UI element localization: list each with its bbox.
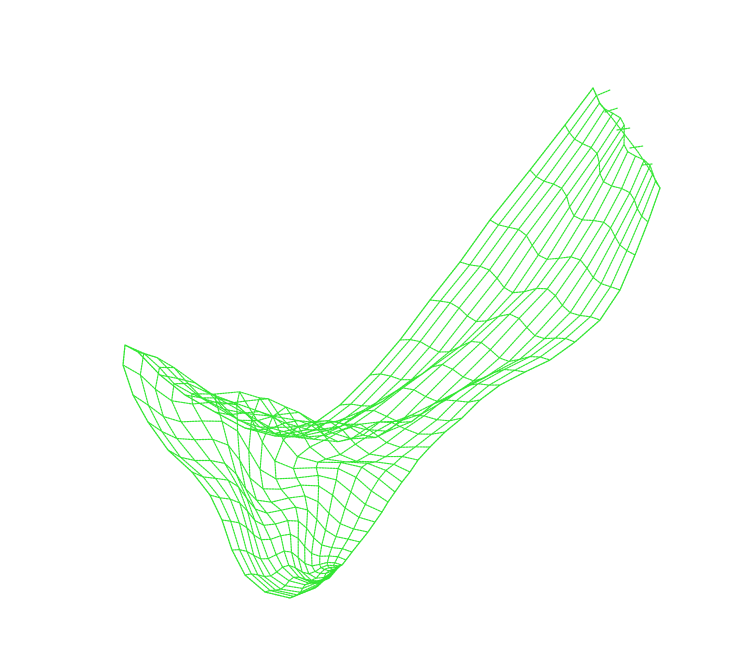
mesh-edge: [339, 187, 661, 567]
mesh-edge: [326, 172, 654, 570]
mesh-edge: [399, 339, 551, 362]
mesh-edge: [604, 107, 619, 113]
mesh-edge: [248, 134, 625, 584]
mesh-edge: [274, 151, 629, 583]
mesh-edge: [641, 163, 653, 166]
mesh-edge: [171, 108, 606, 593]
mesh-edge: [333, 180, 657, 569]
mesh-edge: [214, 117, 621, 586]
mesh-edge: [529, 169, 636, 256]
mesh-edge: [459, 261, 601, 321]
mesh-edge: [124, 344, 396, 493]
mesh-edge: [167, 449, 369, 533]
mesh-edge: [592, 87, 661, 189]
foot-wireframe-mesh: [122, 87, 661, 599]
mesh-edge: [132, 394, 383, 513]
mesh-edge: [244, 564, 341, 578]
mesh-edge: [139, 94, 598, 597]
mesh-edge: [259, 143, 625, 584]
mesh-edge: [304, 399, 481, 431]
mesh-edge: [339, 383, 501, 407]
mesh-edge: [122, 87, 594, 599]
mesh-edge: [209, 494, 353, 553]
mesh-edge: [137, 351, 403, 483]
mesh-edge: [274, 414, 463, 439]
mesh-edge: [339, 187, 661, 567]
mesh-edge: [122, 87, 594, 599]
mesh-edge: [292, 155, 637, 579]
mesh-edge: [191, 471, 361, 543]
mesh-edge: [236, 124, 625, 584]
mesh-edge: [154, 102, 601, 596]
mesh-edge: [319, 165, 651, 572]
mesh-edge: [629, 145, 644, 149]
mesh-edge: [231, 549, 343, 567]
mesh-edge: [597, 89, 611, 96]
mesh-edge: [147, 421, 376, 523]
mesh-edge: [489, 219, 621, 291]
mesh-edge: [311, 159, 645, 575]
mesh-edge: [221, 519, 347, 561]
mesh-edge: [564, 124, 649, 223]
mesh-edge: [429, 299, 576, 343]
mesh-edge: [592, 87, 661, 189]
mesh-edge: [369, 363, 526, 382]
mesh-edge: [191, 112, 614, 589]
mesh-edge: [616, 127, 631, 131]
